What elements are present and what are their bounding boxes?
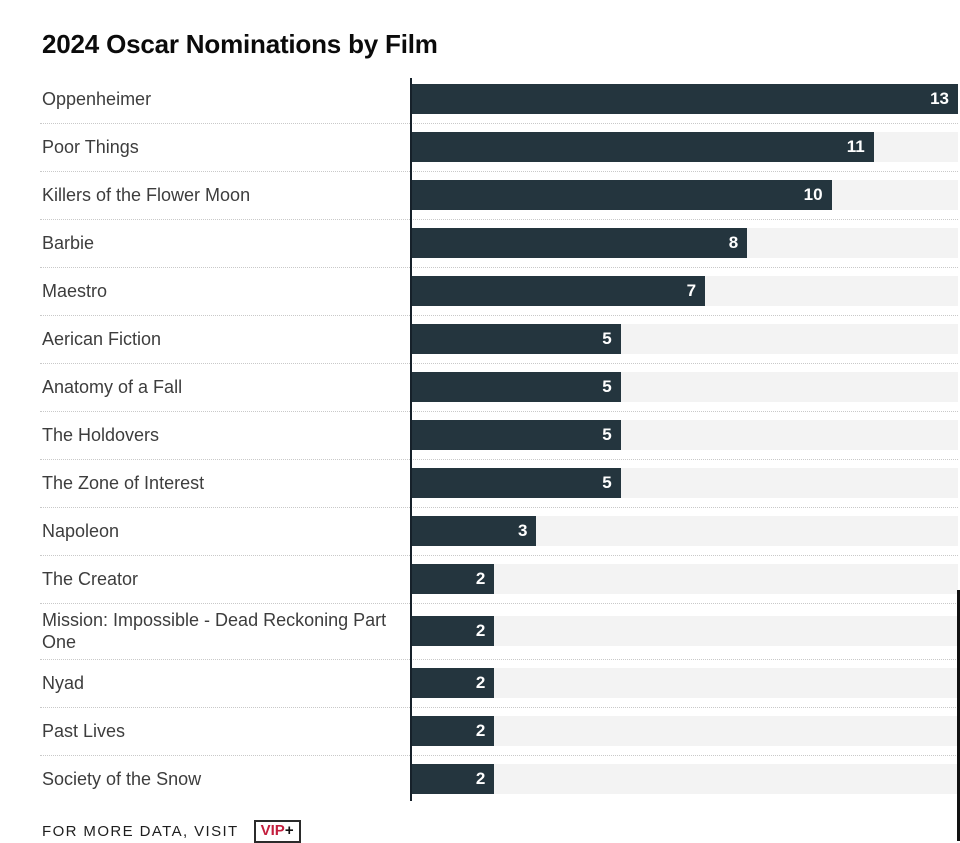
footer: FOR MORE DATA, VISIT VIP+: [42, 819, 960, 843]
bar-track: 5: [410, 324, 958, 355]
bar: 2: [410, 668, 495, 699]
bar-track: 2: [410, 616, 958, 647]
bar-track: 10: [410, 180, 958, 211]
film-label: Aerican Fiction: [42, 328, 162, 349]
bar-track: 5: [410, 420, 958, 451]
chart-row: Poor Things 11: [40, 122, 958, 171]
film-label: The Holdovers: [42, 424, 160, 445]
chart-row: Oppenheimer 13: [40, 76, 958, 123]
bar-value-label: 2: [475, 769, 486, 789]
chart-row: Nyad 2: [40, 658, 958, 707]
scrollbar-thumb[interactable]: [957, 590, 960, 841]
chart-row: Aerican Fiction 5: [40, 314, 958, 363]
bar-track: 2: [410, 716, 958, 747]
bar: 2: [410, 764, 495, 795]
bar-value-label: 5: [602, 377, 612, 397]
film-label: Barbie: [42, 232, 95, 253]
bar-value-label: 2: [475, 569, 486, 589]
bar-track: 11: [410, 132, 958, 163]
bar-track: 2: [410, 564, 958, 595]
film-label: Oppenheimer: [42, 88, 152, 109]
film-label: The Creator: [42, 568, 139, 589]
bar-value-label: 11: [846, 137, 865, 157]
chart-row: The Creator 2: [40, 554, 958, 603]
chart-row: Killers of the Flower Moon 10: [40, 170, 958, 219]
bar-value-label: 7: [686, 281, 697, 301]
film-label: Mission: Impossible - Dead Reckoning Par…: [42, 609, 387, 653]
vip-logo-plus: +: [284, 821, 294, 839]
bar: 11: [410, 132, 874, 163]
bar-value-label: 8: [728, 233, 739, 253]
film-label: Killers of the Flower Moon: [42, 184, 251, 205]
bar: 2: [410, 564, 495, 595]
vip-logo-text: VIP: [260, 821, 285, 839]
bar: 8: [410, 228, 748, 259]
film-label: Poor Things: [42, 136, 139, 157]
bar: 5: [410, 324, 621, 355]
bar-value-label: 5: [602, 473, 612, 493]
bar: 2: [410, 616, 495, 647]
bar-track: 5: [410, 372, 958, 403]
bar-track: 5: [410, 468, 958, 499]
page-title: 2024 Oscar Nominations by Film: [42, 29, 438, 59]
chart-row: The Zone of Interest 5: [40, 458, 958, 507]
chart-row: Maestro 7: [40, 266, 958, 315]
bar-track: 8: [410, 228, 958, 259]
film-label: The Zone of Interest: [42, 472, 205, 493]
bar-value-label: 2: [475, 621, 486, 641]
bar-value-label: 2: [475, 721, 486, 741]
bar-track: 13: [410, 84, 958, 115]
bar-track: 3: [410, 516, 958, 547]
chart-row: Napoleon 3: [40, 506, 958, 555]
bar-value-label: 2: [475, 673, 486, 693]
bar: 5: [410, 372, 621, 403]
bar-value-label: 10: [803, 185, 823, 205]
bar-value-label: 13: [930, 89, 949, 109]
chart-row: Barbie 8: [40, 218, 958, 267]
film-label: Maestro: [42, 280, 108, 301]
bar-value-label: 5: [602, 425, 612, 445]
bar: 7: [410, 276, 706, 307]
chart-row: Society of the Snow 2: [40, 754, 958, 803]
bar-value-label: 5: [602, 329, 612, 349]
bar-value-label: 3: [517, 521, 528, 541]
film-label: Anatomy of a Fall: [42, 376, 183, 397]
bar: 13: [410, 84, 958, 115]
bar: 5: [410, 420, 621, 451]
bar-track: 2: [410, 668, 958, 699]
film-label: Past Lives: [42, 720, 126, 741]
chart-row: Anatomy of a Fall 5: [40, 362, 958, 411]
film-label: Society of the Snow: [42, 768, 202, 789]
bar: 10: [410, 180, 832, 211]
vip-plus-logo[interactable]: VIP+: [253, 819, 301, 843]
bar: 2: [410, 716, 495, 747]
film-label: Nyad: [42, 672, 85, 693]
chart-row: The Holdovers 5: [40, 410, 958, 459]
chart-row: Mission: Impossible - Dead Reckoning Par…: [40, 602, 958, 659]
axis-line: [410, 77, 412, 801]
bar-track: 2: [410, 764, 958, 795]
bar-track: 7: [410, 276, 958, 307]
bar-chart: Oppenheimer 13 Poor Things 11 Killers of the…: [40, 76, 958, 803]
chart-row: Past Lives 2: [40, 706, 958, 755]
film-label: Napoleon: [42, 520, 120, 541]
bar: 3: [410, 516, 537, 547]
bar: 5: [410, 468, 621, 499]
footer-text: FOR MORE DATA, VISIT: [42, 822, 239, 840]
